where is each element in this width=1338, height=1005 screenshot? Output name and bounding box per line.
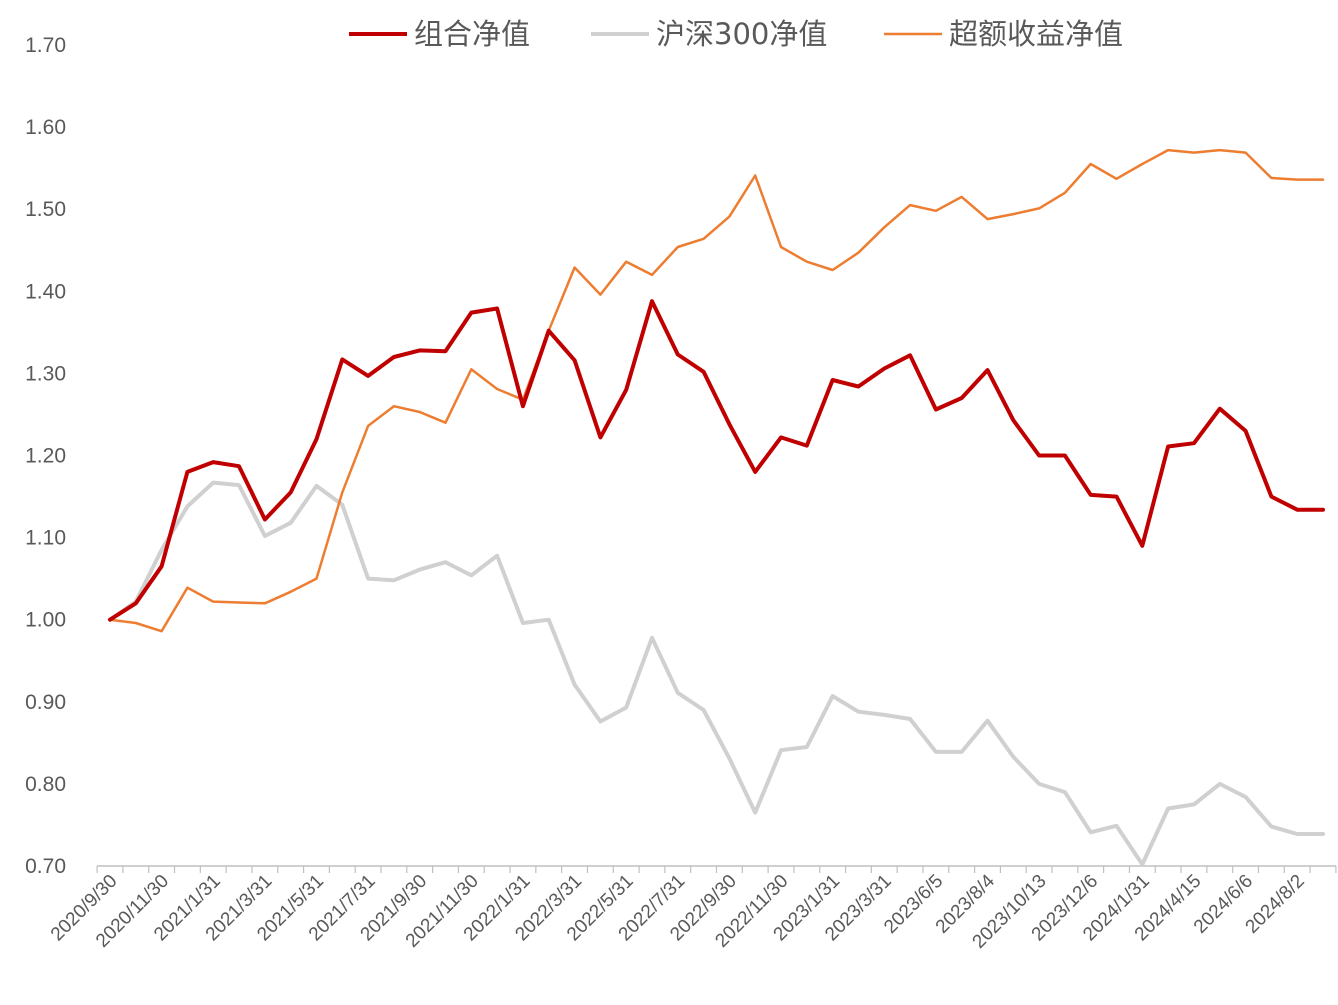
y-tick-label: 1.00 [25,609,66,632]
y-tick-label: 0.70 [25,855,66,878]
legend-label-excess-return-nav: 超额收益净值 [949,17,1123,51]
legend-item-portfolio-nav: 组合净值 [349,17,530,51]
series-layer [108,148,1325,867]
series-line-csi300-nav [108,480,1325,867]
y-tick-label: 1.50 [25,198,66,221]
legend-item-csi300-nav: 沪深300净值 [591,17,827,51]
legend-item-excess-return-nav: 超额收益净值 [884,17,1123,51]
series-line-portfolio-nav [108,299,1325,622]
y-tick-label: 1.20 [25,445,66,468]
y-tick-label: 0.90 [25,691,66,714]
legend-label-portfolio-nav: 组合净值 [414,17,530,51]
y-tick-label: 1.30 [25,362,66,385]
legend: 组合净值 沪深300净值 超额收益净值 [349,17,1123,51]
series-line-excess-return-nav [108,148,1325,633]
y-axis: 0.70 0.80 0.90 1.00 1.10 1.20 1.30 1.40 1.50 1.60… [25,34,66,878]
y-tick-label: 1.40 [25,280,66,303]
y-tick-label: 1.60 [25,116,66,139]
y-tick-label: 0.80 [25,773,66,796]
y-tick-label: 1.10 [25,527,66,550]
legend-label-csi300-nav: 沪深300净值 [656,17,827,51]
x-axis: 2020/9/302020/11/302021/1/312021/3/31202… [47,865,1337,953]
y-tick-label: 1.70 [25,34,66,57]
